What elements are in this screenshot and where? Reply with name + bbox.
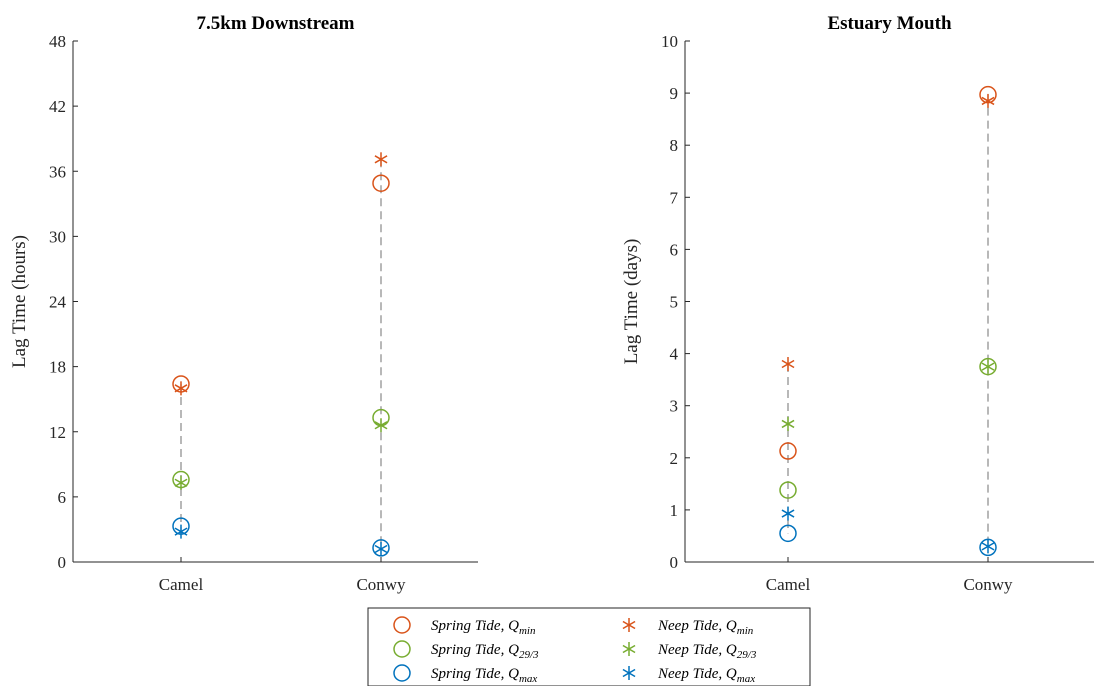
y-tick-label: 0 (58, 553, 67, 572)
asterisk-marker-icon (622, 642, 636, 656)
spring-tide-point (372, 174, 390, 192)
y-tick-label: 48 (49, 32, 66, 51)
neep-tide-point (174, 475, 188, 490)
neep-tide-point (374, 418, 388, 433)
x-tick-label: Conwy (356, 575, 406, 594)
chart-panel-estuary-mouth: Estuary Mouth Lag Time (days) 0 1 2 3 4 5 6 7 8 9 10… (621, 13, 1094, 594)
chart-panel-downstream: 7.5km Downstream Lag Time (hours) 0 6 12 18 24… (9, 13, 478, 594)
y-tick-label: 42 (49, 97, 66, 116)
y-tick-label: 3 (670, 397, 679, 416)
circle-marker-icon (393, 664, 411, 682)
neep-tide-point (981, 359, 995, 374)
y-tick-label: 6 (670, 240, 679, 259)
y-tick-label: 24 (49, 293, 67, 312)
y-tick-label: 8 (670, 136, 679, 155)
y-tick-label: 5 (670, 293, 679, 312)
y-tick-label: 2 (670, 449, 679, 468)
y-tick-label: 30 (49, 227, 66, 246)
legend-box (367, 607, 811, 686)
y-tick-label: 18 (49, 358, 66, 377)
y-tick-label: 10 (661, 32, 678, 51)
spring-tide-point (979, 357, 997, 376)
neep-tide-point (981, 539, 995, 554)
y-tick-label: 6 (58, 488, 67, 507)
legend-entry-label: Neep Tide, Qmin (657, 618, 754, 637)
legend-entry-label: Spring Tide, Q29/3 (431, 642, 539, 661)
asterisk-marker-icon (622, 666, 636, 680)
x-tick-label: Conwy (963, 575, 1013, 594)
legend-entry-label: Spring Tide, Qmax (431, 666, 537, 685)
y-tick-label: 12 (49, 423, 66, 442)
legend-entry-label: Spring Tide, Qmin (431, 618, 536, 637)
y-tick-label: 36 (49, 162, 66, 181)
chart-title: 7.5km Downstream (197, 13, 355, 34)
spring-tide-point (779, 524, 797, 543)
neep-tide-point (374, 152, 388, 167)
y-axis-label: Lag Time (hours) (9, 235, 30, 368)
y-tick-label: 7 (670, 188, 679, 207)
neep-tide-point (374, 541, 388, 556)
neep-tide-point (981, 93, 995, 108)
legend-entry-label: Neep Tide, Qmax (657, 666, 755, 685)
asterisk-marker-icon (622, 618, 636, 632)
spring-tide-point (779, 442, 797, 460)
y-tick-label: 1 (670, 501, 679, 520)
x-tick-label: Camel (766, 575, 811, 594)
y-tick-label: 9 (670, 84, 679, 103)
neep-tide-point (174, 381, 188, 396)
legend: Spring Tide, Qmin Neep Tide, Qmin Spring T… (367, 607, 811, 686)
neep-tide-point (781, 416, 795, 431)
spring-tide-point (779, 481, 797, 499)
neep-tide-point (781, 506, 795, 521)
y-tick-label: 4 (670, 345, 679, 364)
y-axis-label: Lag Time (days) (621, 239, 642, 365)
circle-marker-icon (393, 616, 411, 634)
circle-marker-icon (393, 640, 411, 658)
neep-tide-point (781, 357, 795, 372)
x-tick-label: Camel (159, 575, 204, 594)
chart-title: Estuary Mouth (827, 13, 951, 34)
y-tick-label: 0 (670, 553, 679, 572)
neep-tide-point (174, 524, 188, 539)
legend-entry-label: Neep Tide, Q29/3 (657, 642, 757, 661)
